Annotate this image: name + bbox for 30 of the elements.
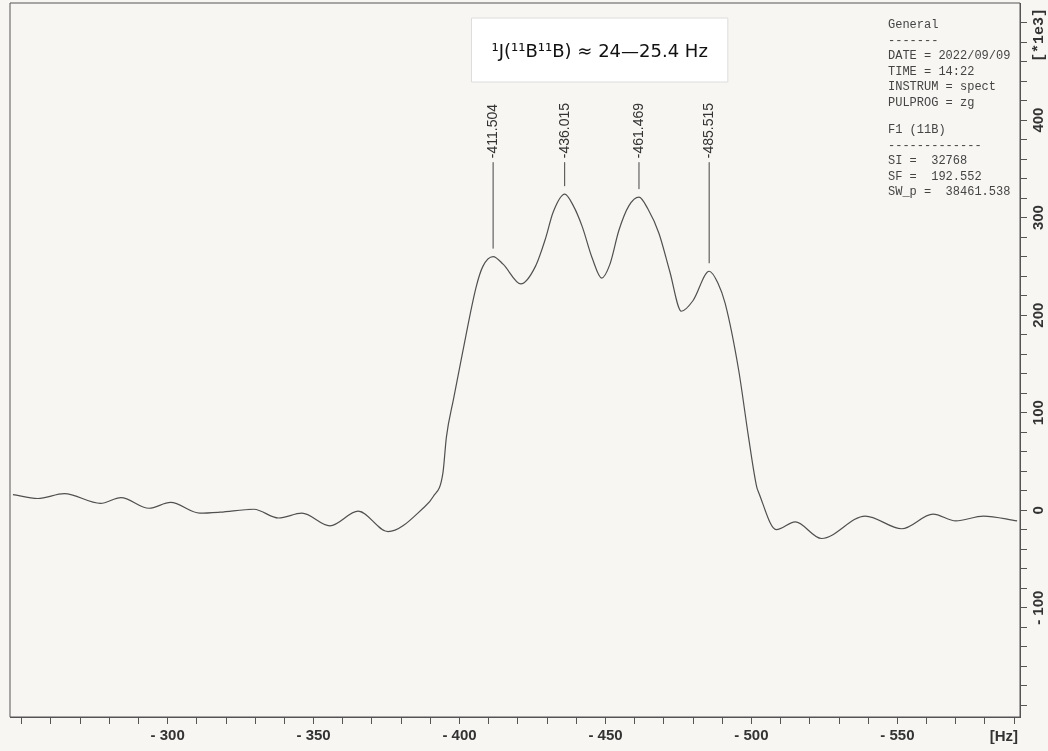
annotation: SF = 192.552 bbox=[888, 169, 982, 184]
annotation: F1 (11B) bbox=[888, 123, 946, 138]
x-tick-label: - 350 bbox=[296, 726, 331, 744]
annotation: DATE = 2022/09/09 bbox=[888, 49, 1011, 64]
x-tick-label: - 450 bbox=[588, 726, 623, 744]
annotation: INSTRUM = spect bbox=[888, 80, 997, 95]
y-axis-title: [*1e3] bbox=[1030, 7, 1048, 63]
x-tick-label: - 400 bbox=[442, 726, 477, 744]
annotation: General bbox=[888, 18, 939, 33]
y-tick-label: - 100 bbox=[1029, 590, 1047, 625]
x-axis-title: [Hz] bbox=[989, 726, 1018, 744]
y-tick-label: 0 bbox=[1029, 506, 1047, 515]
annotation: PULPROG = zg bbox=[888, 95, 975, 110]
annotation: ------- bbox=[888, 33, 939, 48]
annotation: SI = 32768 bbox=[888, 154, 968, 169]
text: ¹J(¹¹B¹¹B) ≈ 24—25.4 Hz bbox=[491, 39, 708, 61]
annotation: -436.015 bbox=[555, 102, 572, 159]
annotation: -485.515 bbox=[700, 102, 717, 159]
annotation: TIME = 14:22 bbox=[888, 64, 975, 79]
annotation: -411.504 bbox=[483, 103, 500, 159]
annotation: -461.469 bbox=[629, 102, 646, 159]
y-tick-label: 100 bbox=[1029, 400, 1047, 426]
y-tick-label: 200 bbox=[1029, 302, 1047, 328]
annotation: SW_p = 38461.538 bbox=[888, 185, 1011, 200]
y-tick-label: 400 bbox=[1029, 107, 1047, 133]
y-tick-label: 300 bbox=[1029, 205, 1047, 231]
x-tick-label: - 500 bbox=[734, 726, 769, 744]
x-tick-label: - 300 bbox=[150, 726, 185, 744]
annotation: ------------- bbox=[888, 138, 982, 153]
x-tick-label: - 550 bbox=[880, 726, 915, 744]
